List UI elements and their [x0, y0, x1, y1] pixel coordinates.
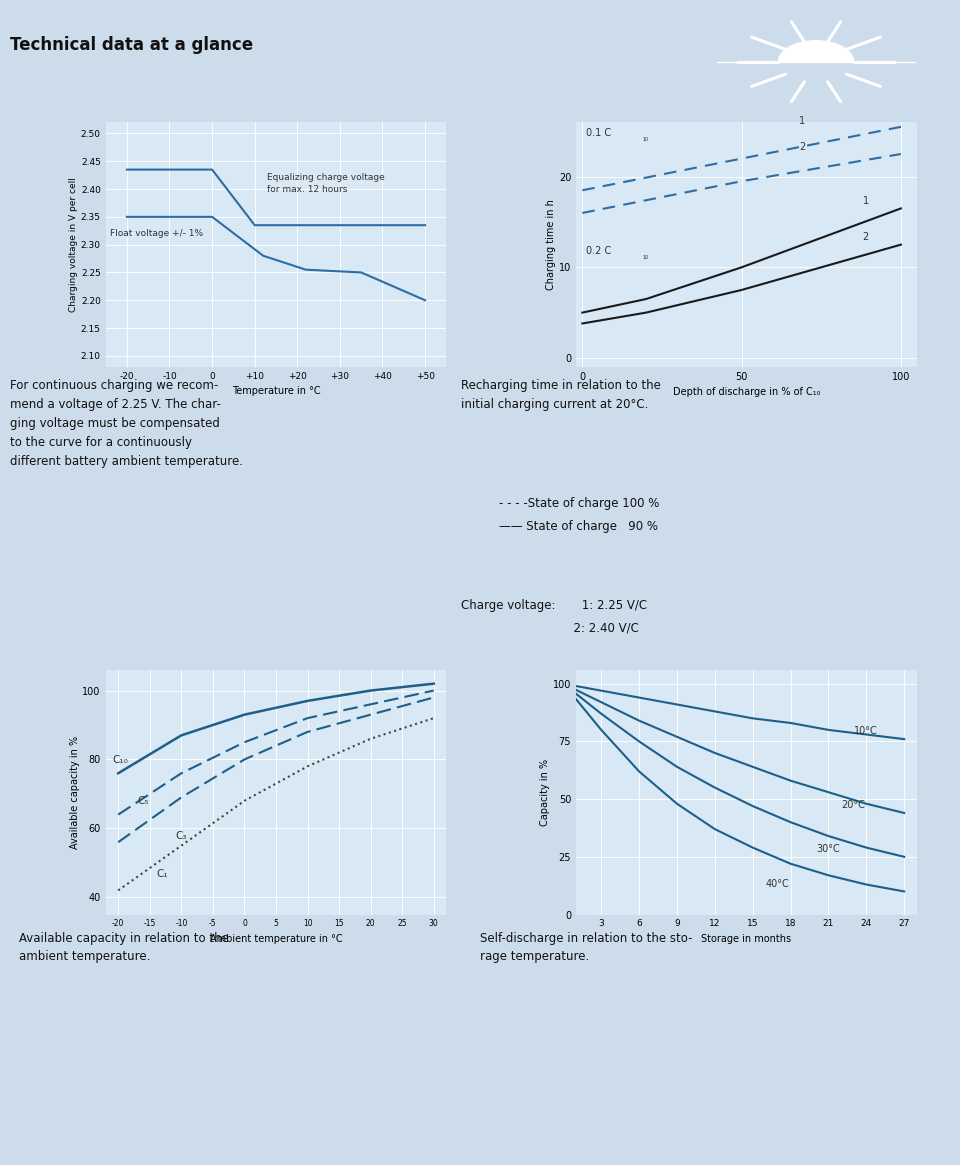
Text: 2: 2	[799, 141, 805, 151]
Text: 20°C: 20°C	[841, 800, 865, 811]
Text: Equalizing charge voltage
for max. 12 hours: Equalizing charge voltage for max. 12 ho…	[268, 174, 385, 193]
Text: Available capacity in relation to the
ambient temperature.: Available capacity in relation to the am…	[19, 932, 229, 963]
Text: Float voltage +/- 1%: Float voltage +/- 1%	[109, 230, 203, 239]
Y-axis label: Charging time in h: Charging time in h	[546, 199, 556, 290]
Text: C₃: C₃	[175, 831, 186, 841]
Text: Technical data at a glance: Technical data at a glance	[10, 36, 252, 55]
X-axis label: Storage in months: Storage in months	[702, 934, 791, 944]
Text: 10°C: 10°C	[853, 727, 877, 736]
Text: C₁₀: C₁₀	[112, 755, 128, 765]
Text: Sonnenschein: Sonnenschein	[769, 128, 863, 141]
Text: For continuous charging we recom-
mend a voltage of 2.25 V. The char-
ging volta: For continuous charging we recom- mend a…	[10, 379, 243, 467]
Text: Self-discharge in relation to the sto-
rage temperature.: Self-discharge in relation to the sto- r…	[480, 932, 692, 963]
Text: 1: 1	[799, 116, 805, 126]
Text: 30°C: 30°C	[816, 845, 840, 854]
Text: 2: 2	[863, 232, 869, 242]
Text: ₁₀: ₁₀	[643, 134, 649, 143]
X-axis label: Depth of discharge in % of C₁₀: Depth of discharge in % of C₁₀	[673, 388, 820, 397]
Text: 0.2 C: 0.2 C	[586, 246, 611, 255]
Text: 0.1 C: 0.1 C	[586, 128, 611, 137]
Text: 40°C: 40°C	[765, 878, 789, 889]
X-axis label: Ambient temperature in °C: Ambient temperature in °C	[209, 934, 343, 944]
Text: 1: 1	[863, 196, 869, 206]
Text: C₁: C₁	[156, 869, 168, 878]
Text: Recharging time in relation to the
initial charging current at 20°C.: Recharging time in relation to the initi…	[461, 379, 660, 410]
Y-axis label: Available capacity in %: Available capacity in %	[69, 735, 80, 849]
Y-axis label: Charging voltage in V per cell: Charging voltage in V per cell	[69, 177, 78, 312]
Text: ₁₀: ₁₀	[643, 252, 649, 261]
X-axis label: Temperature in °C: Temperature in °C	[231, 387, 321, 396]
Text: Charge voltage:       1: 2.25 V/C
                              2: 2.40 V/C: Charge voltage: 1: 2.25 V/C 2: 2.40 V/C	[461, 599, 647, 635]
Y-axis label: Capacity in %: Capacity in %	[540, 758, 550, 826]
Text: C₅: C₅	[137, 796, 149, 806]
Text: - - - -State of charge 100 %
—— State of charge   90 %: - - - -State of charge 100 % —— State of…	[499, 496, 660, 532]
Polygon shape	[779, 41, 853, 62]
